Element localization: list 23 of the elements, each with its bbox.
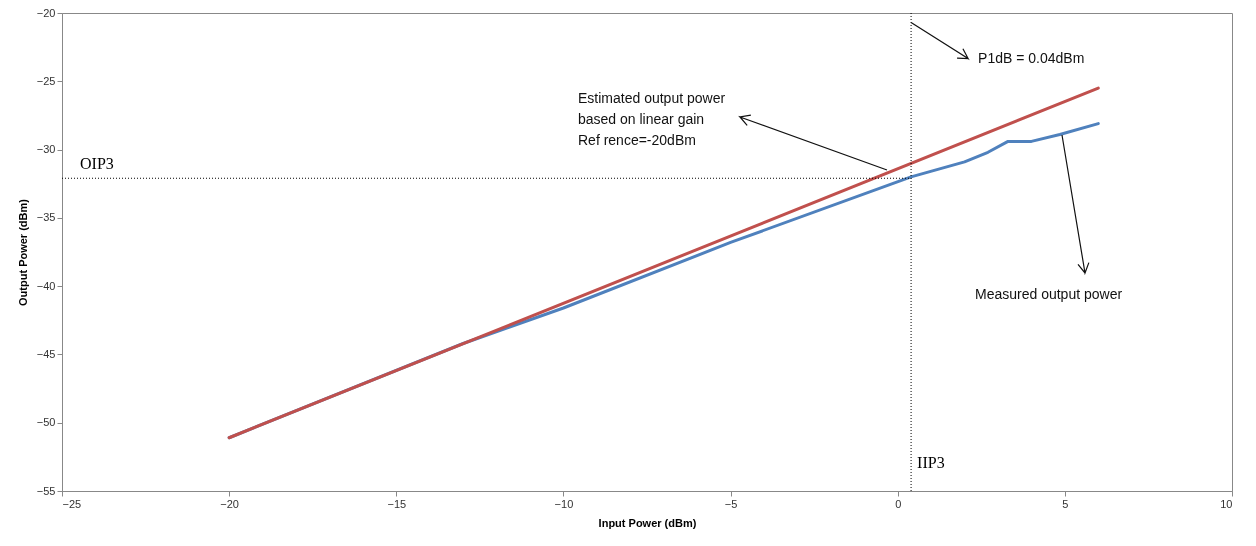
x-tick-label: −15 <box>387 497 407 510</box>
x-tick-label: −20 <box>220 497 239 510</box>
x-tick-label: 0 <box>895 497 902 510</box>
x-tick-label: −25 <box>62 497 82 510</box>
x-axis-title: Input Power (dBm) <box>598 516 697 529</box>
y-tick-label: −45 <box>36 347 56 360</box>
x-tick-label: −10 <box>554 497 574 510</box>
ref-line-label: OIP3 <box>80 155 114 173</box>
ref-line-label: IIP3 <box>917 454 945 471</box>
annotation: Estimated output power based on linear gain Ref rence=-20dBm <box>578 90 726 148</box>
annotation: P1dB = 0.04dBm <box>978 49 1085 66</box>
y-axis-title: Output Power (dBm) <box>16 198 29 306</box>
annotation: Measured output power <box>975 286 1123 302</box>
y-tick-label: −50 <box>36 416 56 429</box>
x-tick-label: 5 <box>1062 497 1069 510</box>
y-tick-label: −30 <box>36 143 56 156</box>
x-tick-label: 10 <box>1220 497 1233 510</box>
y-tick-label: −20 <box>36 6 56 19</box>
y-tick-label: −25 <box>36 74 56 87</box>
y-tick-label: −35 <box>36 211 56 224</box>
x-tick-label: −5 <box>724 497 738 510</box>
y-tick-label: −40 <box>36 279 56 292</box>
y-tick-label: −55 <box>36 484 56 497</box>
